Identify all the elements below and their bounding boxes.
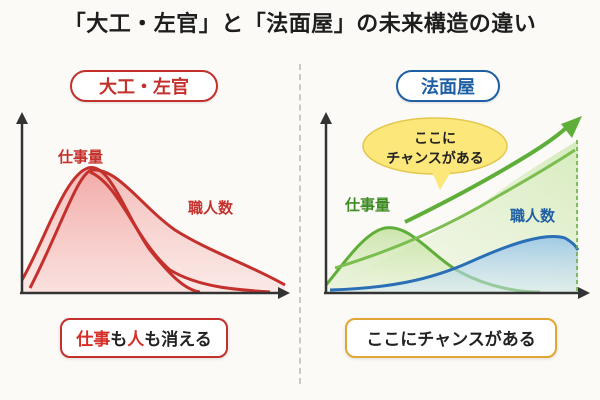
right-growth-line-upper xyxy=(404,126,568,224)
right-jobs-label: 仕事量 xyxy=(344,196,390,214)
left-mid-line xyxy=(89,170,271,294)
left-workers-label: 職人数 xyxy=(188,199,234,217)
right-workers-label: 職人数 xyxy=(510,207,556,225)
right-growth-line-lower xyxy=(334,148,576,270)
left-jobs-line xyxy=(20,166,201,294)
right-workers-line xyxy=(329,234,580,292)
center-divider xyxy=(299,64,301,384)
left-conclusion-part1: 仕事 xyxy=(76,330,111,350)
right-workers-area xyxy=(330,236,578,292)
right-x-arrow xyxy=(578,287,590,299)
left-y-arrow xyxy=(16,112,28,124)
left-jobs-label: 仕事量 xyxy=(57,148,103,166)
right-badge: 法面屋 xyxy=(396,70,500,102)
left-conclusion-part2: も xyxy=(110,330,128,350)
callout-line2: チャンスがある xyxy=(386,150,484,167)
left-conclusion-part3: 人 xyxy=(127,330,145,350)
left-workers-line xyxy=(28,168,286,289)
right-chart: ここに チャンスがある 仕事量 職人数 xyxy=(320,112,590,299)
right-y-arrow xyxy=(320,112,332,124)
right-jobs-area xyxy=(326,227,540,292)
right-conclusion-box: ここにチャンスがある xyxy=(345,318,557,358)
left-x-arrow xyxy=(278,287,290,299)
left-workers-area xyxy=(30,169,285,292)
left-conclusion-box: 仕事も人も消える xyxy=(60,318,228,358)
chance-callout: ここに チャンスがある xyxy=(362,117,508,190)
callout-line1: ここに xyxy=(414,131,456,147)
left-badge: 大工・左官 xyxy=(70,70,218,102)
right-growth-arrowhead xyxy=(561,116,582,138)
left-chart: 仕事量 職人数 xyxy=(16,112,290,299)
page-title: 「大工・左官」と「法面屋」の未来構造の違い xyxy=(63,12,537,37)
left-conclusion-part4: も消える xyxy=(144,330,212,350)
